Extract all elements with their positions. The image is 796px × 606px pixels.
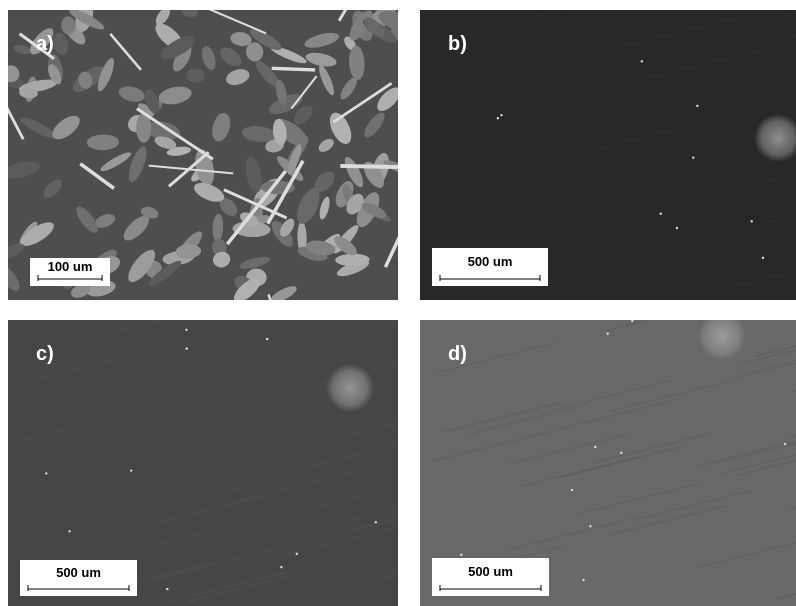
sem-image: a) 100 um <box>0 0 434 333</box>
speck <box>641 60 643 62</box>
speck <box>296 553 298 555</box>
dendrite <box>272 68 315 70</box>
sem-image: b) 500 um <box>420 0 796 300</box>
panel-label: c) <box>36 343 54 365</box>
figure: a) 100 um b) 500 um c) 500 um d) 500 um <box>0 0 796 606</box>
panel-label: b) <box>448 33 467 55</box>
speck <box>582 579 584 581</box>
speck <box>130 469 132 471</box>
speck <box>68 530 70 532</box>
scale-text: 500 um <box>56 565 101 580</box>
speck <box>751 220 753 222</box>
speck <box>762 257 764 259</box>
glow <box>698 312 746 360</box>
speck <box>631 320 633 322</box>
panel-label: a) <box>36 33 54 55</box>
scale-text: 500 um <box>468 564 513 579</box>
speck <box>500 114 502 116</box>
speck <box>696 105 698 107</box>
speck <box>571 489 573 491</box>
speck <box>660 213 662 215</box>
speck <box>460 554 462 556</box>
speck <box>589 525 591 527</box>
sem-image: d) 500 um <box>420 301 796 606</box>
speck <box>620 452 622 454</box>
speck <box>375 521 377 523</box>
speck <box>606 332 608 334</box>
scale-text: 500 um <box>468 254 513 269</box>
speck <box>676 227 678 229</box>
speck <box>45 472 47 474</box>
speck <box>266 338 268 340</box>
speck <box>692 156 694 158</box>
panel-label: d) <box>448 343 467 365</box>
speck <box>186 347 188 349</box>
speck <box>497 117 499 119</box>
dendrite <box>340 166 407 167</box>
speck <box>594 446 596 448</box>
glow <box>326 364 374 412</box>
speck <box>166 588 168 590</box>
speck <box>185 329 187 331</box>
scale-text: 100 um <box>48 259 93 274</box>
speck <box>784 443 786 445</box>
speck <box>280 566 282 568</box>
